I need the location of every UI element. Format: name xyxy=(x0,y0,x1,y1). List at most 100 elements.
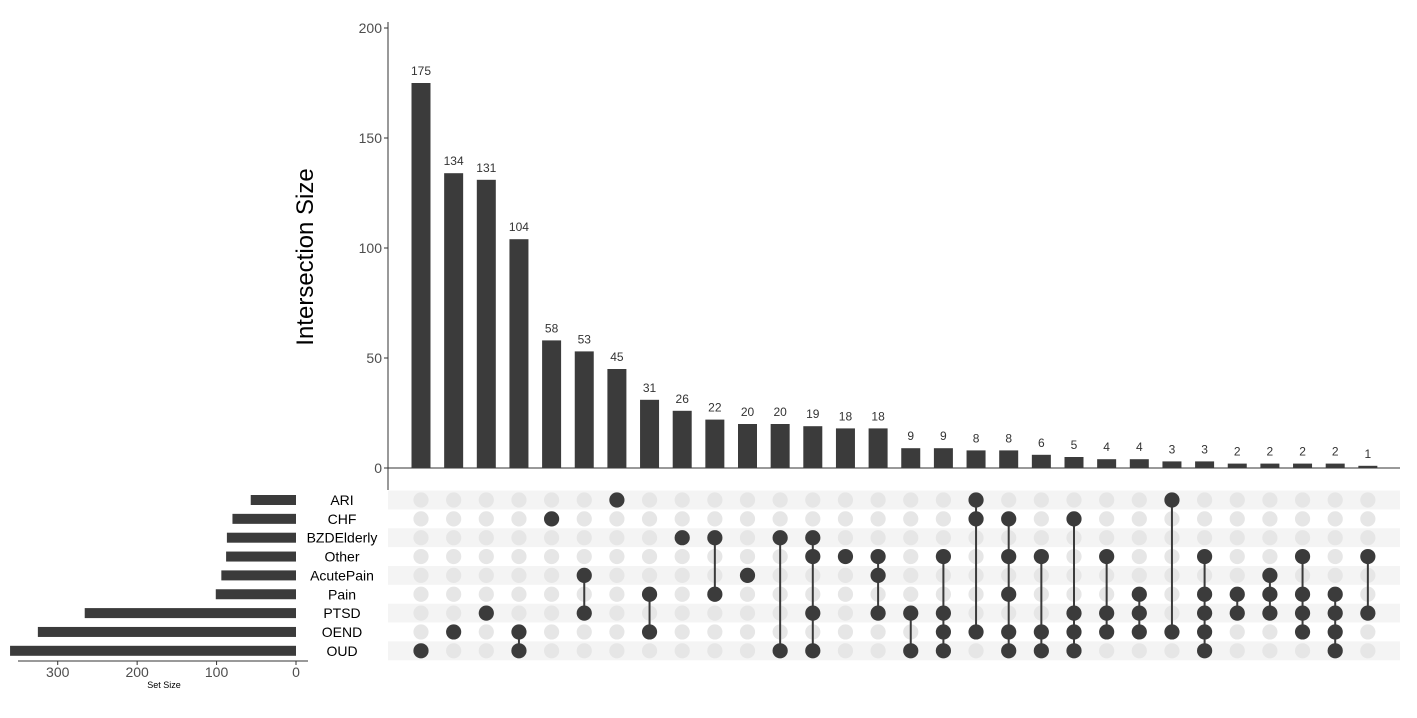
intersection-value-label: 4 xyxy=(1103,440,1110,454)
matrix-dot-off xyxy=(478,530,494,546)
matrix-dot-off xyxy=(1197,530,1213,546)
matrix-dot-off xyxy=(478,586,494,602)
intersection-bar xyxy=(640,399,660,468)
matrix-dot-on xyxy=(1066,511,1082,527)
matrix-dot-off xyxy=(707,624,723,640)
set-name-label: ARI xyxy=(330,492,353,508)
set-size-tick-label: 100 xyxy=(205,664,229,680)
matrix-dot-off xyxy=(1294,643,1311,659)
matrix-dot-on xyxy=(968,492,984,508)
intersection-value-label: 2 xyxy=(1267,445,1274,459)
matrix-dot-on xyxy=(1229,586,1245,602)
matrix-dot-on xyxy=(935,605,952,621)
matrix-dot-off xyxy=(1033,511,1049,527)
intersection-value-label: 31 xyxy=(643,381,657,395)
matrix-dot-off xyxy=(837,530,854,546)
matrix-dot-off xyxy=(446,643,462,659)
matrix-dot-off xyxy=(1262,624,1278,640)
intersection-value-label: 18 xyxy=(839,409,853,423)
matrix-dot-on xyxy=(446,624,462,640)
matrix-dot-off xyxy=(446,511,462,527)
intersection-value-label: 175 xyxy=(411,64,431,78)
set-size-bar xyxy=(37,626,296,637)
matrix-dot-off xyxy=(576,492,592,508)
matrix-dot-off xyxy=(1360,643,1376,659)
matrix-dot-on xyxy=(1099,605,1115,621)
matrix-dot-on xyxy=(837,548,854,565)
matrix-dot-off xyxy=(837,511,854,527)
matrix-dot-off xyxy=(1197,492,1213,508)
set-name-label: OUD xyxy=(326,643,357,659)
matrix-dot-on xyxy=(1262,605,1278,621)
matrix-dot-off xyxy=(707,605,723,621)
matrix-dot-off xyxy=(739,548,756,565)
matrix-dot-on xyxy=(1327,586,1343,602)
matrix-dot-off xyxy=(1360,530,1376,546)
matrix-dot-off xyxy=(674,643,690,659)
matrix-dot-on xyxy=(1001,548,1017,565)
matrix-dot-off xyxy=(903,548,919,565)
matrix-dot-off xyxy=(641,511,658,527)
matrix-dot-off xyxy=(935,492,952,508)
matrix-dot-off xyxy=(1131,492,1147,508)
matrix-bands xyxy=(388,490,1400,661)
set-size-tick-label: 0 xyxy=(292,664,300,680)
matrix-dot-on xyxy=(674,530,690,546)
matrix-dot-off xyxy=(674,548,690,565)
intersection-value-label: 8 xyxy=(973,431,980,445)
matrix-dot-off xyxy=(576,548,592,565)
matrix-dot-off xyxy=(1131,530,1147,546)
intersection-tick-label: 100 xyxy=(359,240,383,256)
matrix-dot-off xyxy=(641,548,658,565)
matrix-dot-off xyxy=(1360,511,1376,527)
intersection-bar xyxy=(1227,463,1247,468)
matrix-dot-off xyxy=(413,567,429,584)
matrix-dot-on xyxy=(1131,624,1147,640)
matrix-dot-on xyxy=(413,643,429,659)
matrix-dot-on xyxy=(968,511,984,527)
matrix-dot-off xyxy=(1164,643,1180,659)
matrix-dot-on xyxy=(707,530,723,546)
matrix-dot-off xyxy=(609,624,625,640)
matrix-dot-off xyxy=(739,511,756,527)
matrix-dot-on xyxy=(1099,624,1115,640)
matrix-dot-off xyxy=(903,586,919,602)
set-name-label: Pain xyxy=(328,586,356,602)
matrix-dot-off xyxy=(544,530,560,546)
matrix-dot-off xyxy=(1229,492,1245,508)
matrix-band xyxy=(388,490,1400,510)
intersection-tick-label: 150 xyxy=(359,130,383,146)
matrix-dot-on xyxy=(1327,624,1343,640)
matrix-dot-off xyxy=(609,511,625,527)
matrix-dot-off xyxy=(544,643,560,659)
intersection-bar xyxy=(901,448,921,468)
intersection-value-label: 19 xyxy=(806,407,820,421)
matrix-dot-off xyxy=(903,492,919,508)
intersection-bar xyxy=(1064,457,1084,468)
matrix-dot-off xyxy=(544,624,560,640)
intersection-value-label: 22 xyxy=(708,401,722,415)
matrix-dot-on xyxy=(935,624,952,640)
matrix-dot-on xyxy=(772,530,788,546)
intersection-bar xyxy=(868,428,888,468)
matrix-dot-off xyxy=(707,492,723,508)
matrix-dot-off xyxy=(1099,643,1115,659)
matrix-dot-off xyxy=(674,624,690,640)
matrix-dot-on xyxy=(511,643,527,659)
set-size-bar xyxy=(226,551,296,562)
matrix-dot-on xyxy=(1131,605,1147,621)
matrix-dot-off xyxy=(576,643,592,659)
set-size-bar xyxy=(250,495,296,505)
matrix-dot-off xyxy=(511,511,527,527)
matrix-dot-off xyxy=(413,548,429,565)
matrix-dot-off xyxy=(1033,492,1049,508)
set-name-label: BZDElderly xyxy=(307,530,378,546)
matrix-dot-off xyxy=(609,567,625,584)
matrix-dot-off xyxy=(772,492,788,508)
intersection-bar xyxy=(835,428,855,468)
intersection-value-label: 1 xyxy=(1365,447,1372,461)
intersection-value-label: 18 xyxy=(871,409,885,423)
matrix-dot-off xyxy=(674,511,690,527)
matrix-dot-off xyxy=(837,643,854,659)
matrix-dot-off xyxy=(739,492,756,508)
